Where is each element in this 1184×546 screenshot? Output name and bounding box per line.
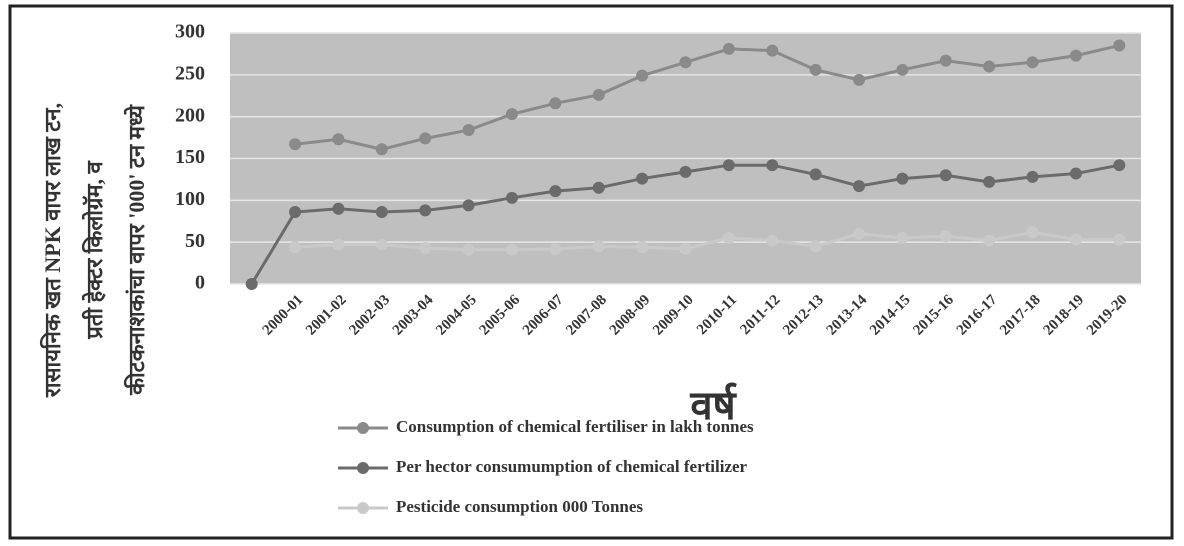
y-tick-label: 200 [175,104,205,126]
data-point [939,169,952,182]
data-point [1113,233,1126,246]
y-axis-title: प्रती हेक्टर किलोग्रॅम, व [81,160,107,339]
data-point [375,238,388,251]
data-point [809,63,822,76]
data-point [332,238,345,251]
data-point [1026,170,1039,183]
data-point [679,242,692,255]
legend-label: Pesticide consumption 000 Tonnes [396,497,643,516]
data-point [1069,233,1082,246]
data-point [853,227,866,240]
data-point [809,240,822,253]
data-point [375,143,388,156]
data-point [462,199,475,212]
data-point [809,168,822,181]
data-point [289,241,302,254]
data-point [289,138,302,151]
legend-label: Consumption of chemical fertiliser in la… [396,417,754,436]
data-point [505,243,518,256]
data-point [462,124,475,137]
y-tick-label: 0 [195,272,205,294]
y-tick-label: 100 [175,188,205,210]
legend-marker [357,422,369,434]
data-point [289,206,302,219]
data-point [549,97,562,110]
data-point [766,44,779,57]
legend-label: Per hector consumumption of chemical fer… [396,457,748,476]
data-point [939,230,952,243]
y-axis-title: कीटकनाशकांचा वापर '000' टन मध्ये [123,104,149,396]
series-line [294,230,1120,252]
data-point [1113,159,1126,172]
data-point [592,181,605,194]
data-point [722,231,735,244]
y-axis-title: रासायनिक खत NPK वापर लाख टन, [39,103,65,398]
data-point [766,234,779,247]
data-point [636,172,649,185]
data-point [679,165,692,178]
data-point [462,243,475,256]
data-point [375,206,388,219]
data-point [1026,56,1039,69]
data-point [332,133,345,146]
data-point [983,175,996,188]
data-point [896,172,909,185]
data-point [592,88,605,101]
data-point [505,191,518,204]
data-point [1069,49,1082,62]
data-point [722,159,735,172]
data-point [896,63,909,76]
data-point [549,185,562,198]
data-point [245,278,258,290]
series-line [294,44,1120,151]
data-point [722,42,735,55]
data-point [636,241,649,254]
data-point [592,240,605,253]
y-tick-label: 300 [175,21,205,43]
y-tick-label: 50 [185,230,205,252]
data-point [853,180,866,193]
data-point [983,234,996,247]
x-axis-title: वर्ष [689,382,737,428]
data-point [679,56,692,69]
data-point [332,202,345,215]
data-point [549,242,562,255]
data-point [419,242,432,255]
y-tick-label: 150 [175,146,205,168]
data-point [505,108,518,121]
data-point [636,69,649,82]
data-point [419,204,432,217]
data-point [1069,167,1082,180]
data-point [983,60,996,73]
legend-marker [357,462,369,474]
data-point [419,132,432,145]
data-point [939,54,952,67]
data-point [766,159,779,172]
y-tick-label: 250 [175,62,205,84]
data-point [1113,39,1126,52]
data-point [853,73,866,86]
data-point [1026,226,1039,239]
data-point [896,231,909,244]
legend-marker [357,502,369,514]
